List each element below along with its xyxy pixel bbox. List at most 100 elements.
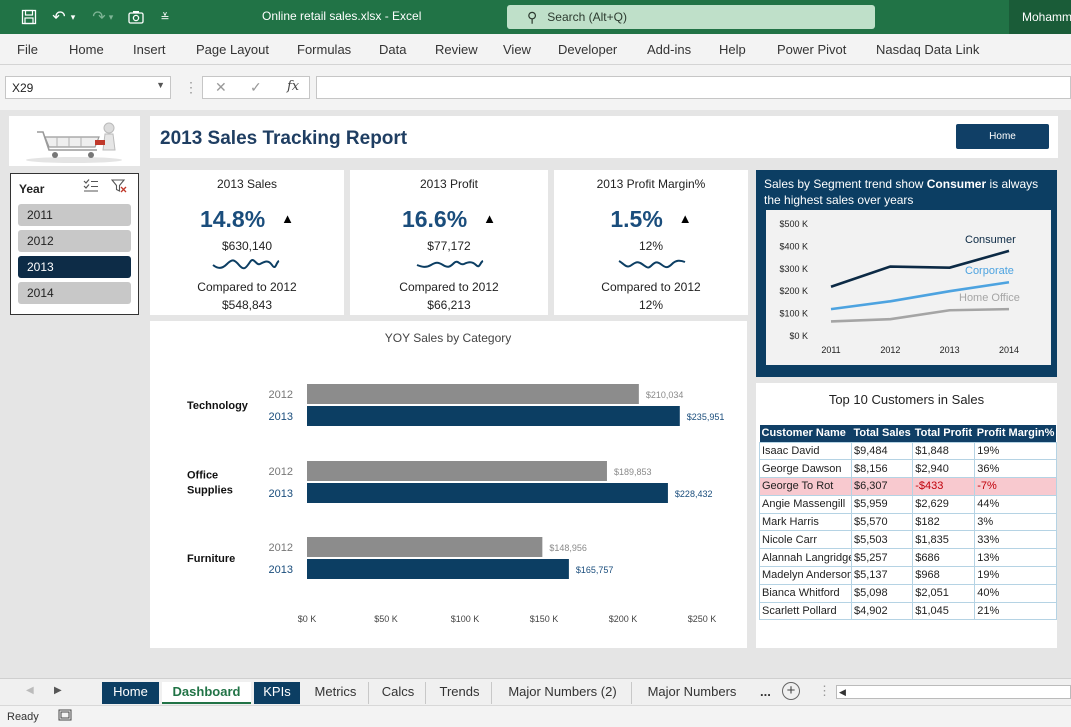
table-cell[interactable]: Isaac David: [759, 441, 852, 461]
scroll-left-icon[interactable]: ◀: [26, 685, 34, 696]
user-account[interactable]: Mohamm: [1009, 0, 1071, 34]
tab-review[interactable]: Review: [435, 42, 478, 57]
table-cell[interactable]: $6,307: [850, 477, 914, 496]
column-header[interactable]: Customer Name: [759, 425, 852, 442]
table-cell[interactable]: $5,257: [850, 548, 914, 568]
slicer-item-2012[interactable]: 2012: [18, 230, 131, 252]
table-cell[interactable]: $2,629: [912, 494, 976, 514]
scroll-left-icon[interactable]: ◀: [839, 687, 846, 697]
table-cell[interactable]: $4,902: [850, 601, 914, 621]
tab-page-layout[interactable]: Page Layout: [196, 42, 270, 57]
table-cell[interactable]: Madelyn Anderson: [759, 566, 852, 585]
table-cell[interactable]: $2,051: [912, 583, 976, 603]
tab-view[interactable]: View: [503, 42, 531, 57]
sheet-tab-metrics[interactable]: Metrics: [303, 682, 369, 704]
table-row[interactable]: Mark Harris $5,570 $182 3%: [759, 512, 1057, 532]
slicer-item-2011[interactable]: 2011: [18, 204, 131, 226]
horizontal-scrollbar[interactable]: ◀: [836, 685, 1071, 699]
name-box[interactable]: X29 ▼: [5, 76, 171, 99]
formula-input[interactable]: [316, 76, 1071, 99]
table-cell[interactable]: George Dawson: [759, 459, 852, 479]
table-cell[interactable]: 19%: [974, 566, 1057, 585]
table-cell[interactable]: $1,045: [912, 601, 976, 621]
table-cell[interactable]: $968: [912, 566, 976, 585]
table-cell[interactable]: $5,137: [850, 566, 914, 585]
save-icon[interactable]: [14, 0, 44, 34]
table-row[interactable]: Alannah Langridge $5,257 $686 13%: [759, 548, 1057, 568]
formula-bar-splitter-icon[interactable]: ⋮: [184, 79, 198, 95]
table-cell[interactable]: George To Rot: [759, 477, 852, 496]
sheet-tab-home[interactable]: Home: [102, 682, 159, 704]
table-cell[interactable]: Scarlett Pollard: [759, 601, 852, 621]
table-cell[interactable]: $686: [912, 548, 976, 568]
sheet-tab-major-numbers[interactable]: Major Numbers: [647, 684, 737, 699]
table-cell[interactable]: Mark Harris: [759, 512, 852, 532]
segment-line-chart[interactable]: $0 K $100 K $200 K $300 K $400 K $500 K 2011 20…: [766, 210, 1051, 365]
tab-help[interactable]: Help: [719, 42, 746, 57]
table-row[interactable]: Angie Massengill $5,959 $2,629 44%: [759, 494, 1057, 514]
accessibility-icon[interactable]: [58, 709, 72, 724]
table-cell[interactable]: 21%: [974, 601, 1057, 621]
column-header[interactable]: Profit Margin%: [974, 425, 1057, 442]
slicer-item-2013[interactable]: 2013: [18, 256, 131, 278]
more-sheets-button[interactable]: ...: [760, 684, 771, 699]
table-row[interactable]: Nicole Carr $5,503 $1,835 33%: [759, 530, 1057, 550]
tab-file[interactable]: File: [17, 42, 38, 57]
sheet-tab-major-numbers-2[interactable]: Major Numbers (2): [494, 682, 632, 704]
search-box[interactable]: ⚲ Search (Alt+Q): [507, 5, 875, 29]
home-button[interactable]: Home: [956, 124, 1049, 149]
redo-icon[interactable]: ↷: [92, 9, 106, 26]
table-cell[interactable]: 19%: [974, 441, 1057, 461]
table-cell[interactable]: 3%: [974, 512, 1057, 532]
sheet-tab-calcs[interactable]: Calcs: [371, 682, 426, 704]
column-header[interactable]: Total Sales: [851, 425, 913, 442]
table-cell[interactable]: -7%: [974, 477, 1057, 496]
undo-dropdown-icon[interactable]: ▾: [70, 11, 76, 22]
table-cell[interactable]: Nicole Carr: [759, 530, 852, 550]
table-cell[interactable]: Alannah Langridge: [759, 548, 852, 568]
redo-dropdown-icon[interactable]: ▾: [108, 11, 114, 22]
camera-icon[interactable]: [121, 0, 151, 34]
enter-icon[interactable]: ✓: [250, 79, 262, 95]
tab-nasdaq-data-link[interactable]: Nasdaq Data Link: [876, 42, 980, 57]
table-cell[interactable]: 44%: [974, 494, 1057, 514]
table-cell[interactable]: $1,848: [912, 441, 976, 461]
table-cell[interactable]: Bianca Whitford: [759, 583, 852, 603]
table-cell[interactable]: $2,940: [912, 459, 976, 479]
cancel-icon[interactable]: ✕: [215, 79, 227, 95]
tab-developer[interactable]: Developer: [558, 42, 618, 57]
table-cell[interactable]: $8,156: [850, 459, 914, 479]
tab-home[interactable]: Home: [69, 42, 104, 57]
scroll-right-icon[interactable]: ▶: [54, 685, 62, 696]
tab-insert[interactable]: Insert: [133, 42, 166, 57]
table-cell[interactable]: $5,959: [850, 494, 914, 514]
tab-add-ins[interactable]: Add-ins: [647, 42, 692, 57]
table-row[interactable]: Isaac David $9,484 $1,848 19%: [759, 441, 1057, 461]
table-cell[interactable]: $5,570: [850, 512, 914, 532]
undo-icon[interactable]: ↶: [52, 9, 66, 26]
tab-data[interactable]: Data: [379, 42, 407, 57]
yoy-sales-chart[interactable]: YOY Sales by Category Technology 2012 $210,…: [150, 321, 747, 648]
tab-formulas[interactable]: Formulas: [297, 42, 352, 57]
multiselect-icon[interactable]: [83, 179, 99, 196]
table-cell[interactable]: 40%: [974, 583, 1057, 603]
add-sheet-icon[interactable]: +: [782, 682, 800, 700]
table-cell[interactable]: $182: [912, 512, 976, 532]
table-cell[interactable]: $9,484: [850, 441, 914, 461]
tab-power-pivot[interactable]: Power Pivot: [777, 42, 847, 57]
column-header[interactable]: Total Profit: [912, 425, 975, 442]
chevron-down-icon[interactable]: ≚: [160, 11, 170, 24]
tab-splitter-icon[interactable]: ⋮: [818, 683, 831, 698]
table-cell[interactable]: Angie Massengill: [759, 494, 852, 514]
sheet-tab-kpis[interactable]: KPIs: [254, 682, 300, 704]
chevron-down-icon[interactable]: ▼: [156, 80, 165, 90]
table-cell[interactable]: 13%: [974, 548, 1057, 568]
table-cell[interactable]: -$433: [912, 477, 976, 496]
clear-filter-icon[interactable]: [110, 179, 127, 196]
table-cell[interactable]: $5,098: [850, 583, 914, 603]
table-cell[interactable]: 36%: [974, 459, 1057, 479]
table-row[interactable]: George Dawson $8,156 $2,940 36%: [759, 459, 1057, 479]
table-cell[interactable]: $1,835: [912, 530, 976, 550]
table-row[interactable]: Scarlett Pollard $4,902 $1,045 21%: [759, 601, 1057, 621]
table-cell[interactable]: 33%: [974, 530, 1057, 550]
